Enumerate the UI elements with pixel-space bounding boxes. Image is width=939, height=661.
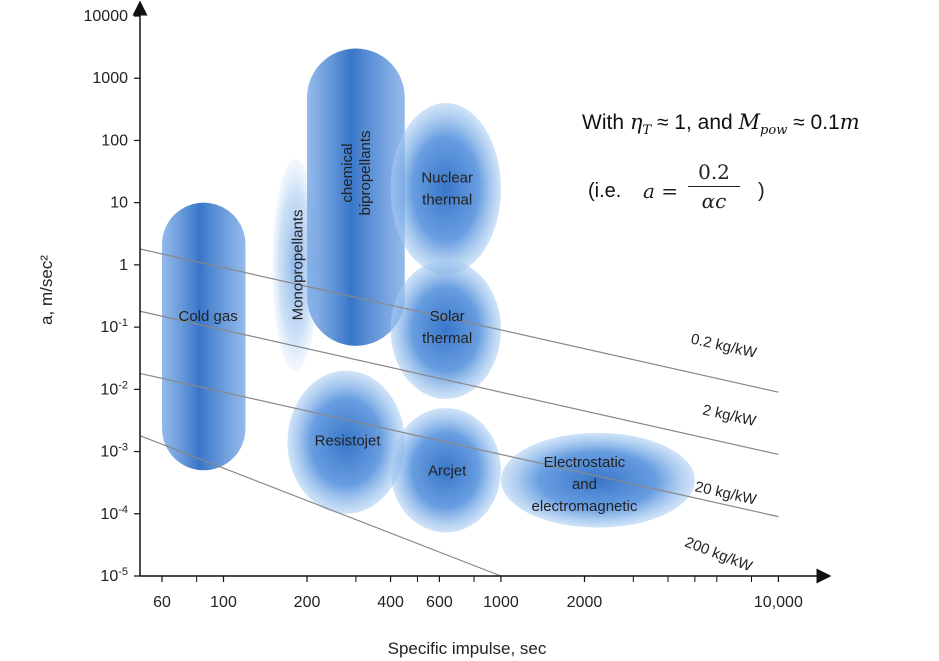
region-label-line: Nuclear (421, 169, 473, 186)
region-label-nuclear-thermal: Nuclear thermal (421, 169, 473, 208)
power-line-0.2-kg-kW (139, 248, 779, 393)
power-line-label-20-kg-kW: 20 kg/kW (693, 478, 759, 508)
y-tick-base: 10000 (84, 8, 129, 25)
annot-m2: m (839, 110, 860, 134)
y-tick-exponent: -5 (118, 566, 128, 578)
y-tick-label: 100 (101, 132, 128, 149)
power-line-label-200-kg-kW: 200 kg/kW (682, 534, 755, 576)
x-tick-label: 2000 (567, 594, 603, 611)
y-tick-base: 10 (100, 381, 118, 398)
annot-m-sub: pow (760, 123, 788, 139)
region-monopropellants (272, 159, 319, 371)
x-tick-label: 200 (294, 594, 321, 611)
annotation-eq-lhs: a = (643, 179, 679, 203)
power-line-200-kg-kW (139, 435, 502, 577)
annotation-line-1: With ηT ≈ 1, and Mpow ≈ 0.1m (582, 110, 860, 138)
y-tick-label: 10-3 (100, 442, 128, 461)
region-label-arcjet: Arcjet (428, 462, 467, 479)
y-tick-base: 10 (110, 195, 128, 212)
power-line-label-2-kg-kW: 2 kg/kW (701, 402, 758, 431)
region-chemical-bipropellants (307, 48, 405, 346)
x-tick-label: 60 (153, 594, 171, 611)
region-solar-thermal (390, 259, 501, 399)
x-tick-label: 1000 (483, 594, 519, 611)
region-label-solar-thermal: Solar thermal (422, 308, 472, 347)
annot-approx1: ≈ 1, and (651, 111, 739, 134)
y-tick-base: 100 (101, 132, 128, 149)
x-tick-label: 10,000 (754, 594, 803, 611)
region-arcjet (390, 408, 501, 533)
y-tick-base: 1 (119, 257, 128, 274)
annot-eta: η (629, 110, 643, 134)
x-tick-label: 100 (210, 594, 237, 611)
annot-eta-sub: T (642, 123, 652, 139)
region-electrostatic-and-electromagnetic (500, 432, 695, 528)
region-nuclear-thermal (390, 102, 501, 275)
power-line-label-0.2-kg-kW: 0.2 kg/kW (689, 331, 759, 362)
region-label-line: chemical (339, 143, 356, 202)
region-resistojet (287, 370, 405, 514)
y-tick-exponent: -2 (118, 379, 128, 391)
annot-approx2: ≈ 0.1 (787, 111, 840, 134)
y-tick-base: 10 (100, 319, 118, 336)
annot-prefix: With (582, 111, 630, 134)
region-label-electrostatic-and-electromagnetic: Electrostatic and electromagnetic (532, 454, 638, 515)
y-tick-base: 1000 (92, 70, 128, 87)
annotation-line-2-prefix: (i.e. (588, 180, 622, 202)
y-tick-label: 10-1 (100, 317, 128, 336)
annotation-fraction: 0.2 αc (688, 160, 740, 213)
y-tick-label: 10 (110, 195, 128, 212)
y-tick-exponent: -3 (118, 442, 128, 454)
region-cold-gas (161, 202, 246, 471)
x-tick-label: 400 (377, 594, 404, 611)
fraction-numerator: 0.2 (688, 160, 740, 187)
region-label-line: thermal (422, 330, 472, 347)
y-tick-label: 10-4 (100, 504, 128, 523)
region-label-line: and (572, 476, 597, 493)
power-lines-layer (139, 248, 779, 577)
region-label-monopropellants: Monopropellants (290, 209, 307, 320)
region-label-resistojet: Resistojet (315, 433, 382, 450)
y-tick-label: 1000 (92, 70, 128, 87)
power-line-20-kg-kW (139, 372, 779, 518)
region-label-line: Cold gas (179, 308, 238, 325)
y-tick-exponent: -4 (118, 504, 128, 516)
y-tick-label: 10-2 (100, 379, 128, 398)
region-label-line: Electrostatic (544, 454, 626, 471)
y-tick-label: 10-5 (100, 566, 128, 585)
region-label-line: Arcjet (428, 462, 467, 479)
fraction-denominator: αc (701, 189, 727, 213)
y-tick-base: 10 (100, 444, 118, 461)
x-tick-label: 600 (426, 594, 453, 611)
region-label-line: bipropellants (357, 130, 374, 215)
region-label-line: Monopropellants (290, 209, 307, 320)
region-label-cold-gas: Cold gas (179, 308, 238, 325)
y-tick-base: 10 (100, 568, 118, 585)
region-label-line: electromagnetic (532, 498, 638, 515)
region-label-line: Resistojet (315, 433, 382, 450)
y-tick-exponent: -1 (118, 317, 128, 329)
y-tick-base: 10 (100, 506, 118, 523)
annotation-close-paren: ) (758, 180, 765, 202)
annot-m: M (738, 110, 761, 134)
region-label-line: Solar (430, 308, 465, 325)
x-axis-label: Specific impulse, sec (388, 639, 547, 658)
region-label-line: thermal (422, 191, 472, 208)
y-tick-label: 10000 (84, 8, 129, 25)
y-axis-label: a, m/sec² (37, 255, 56, 325)
power-line-2-kg-kW (139, 310, 779, 455)
regions-layer (161, 48, 695, 533)
y-tick-label: 1 (119, 257, 128, 274)
region-label-chemical-bipropellants: chemicalbipropellants (339, 130, 374, 215)
